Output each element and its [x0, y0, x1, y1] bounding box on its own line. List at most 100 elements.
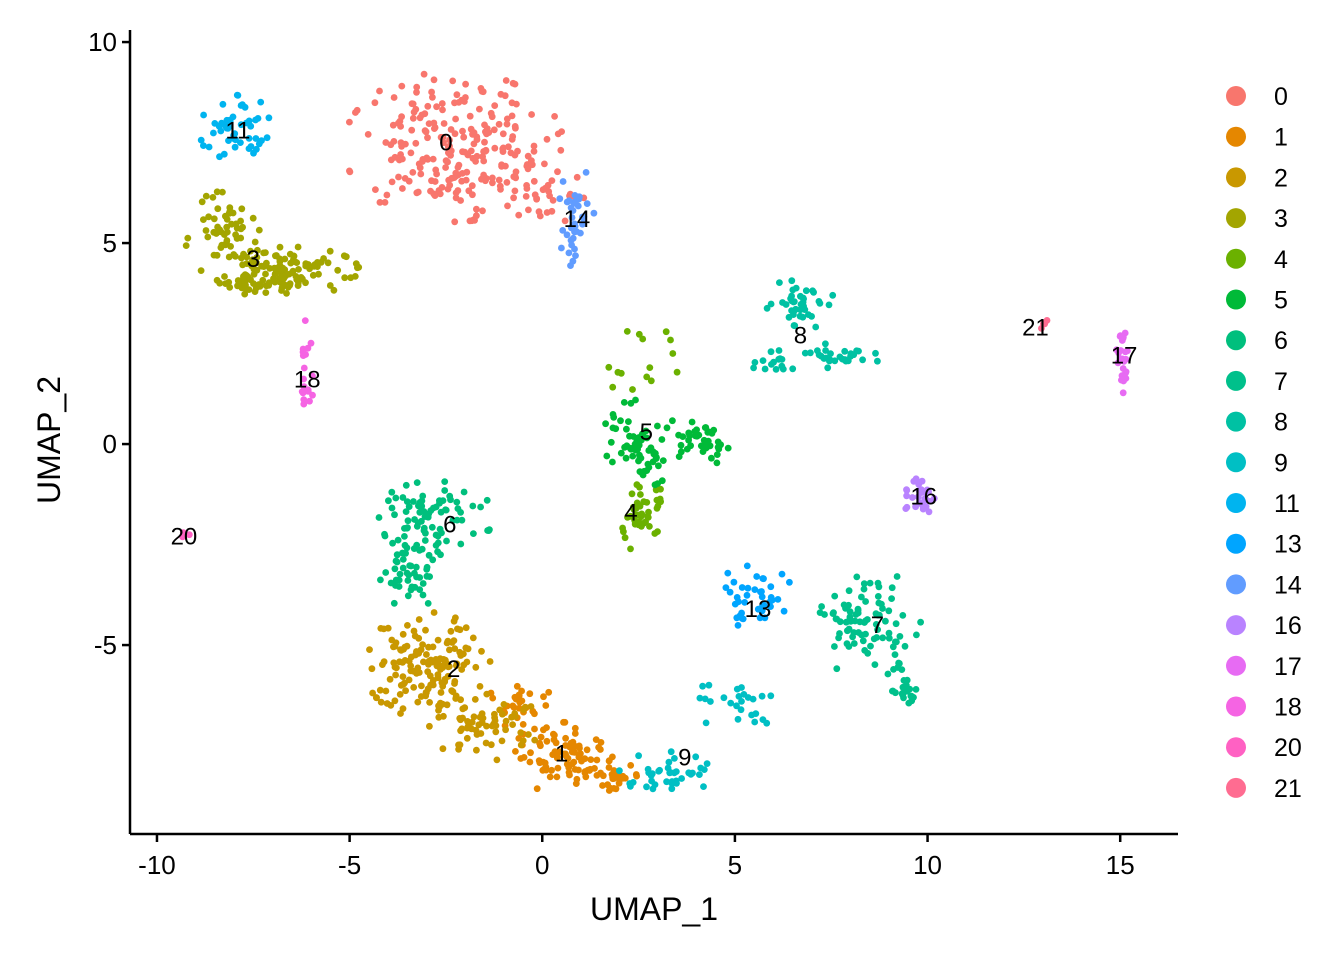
data-point — [241, 290, 249, 298]
data-point — [427, 507, 435, 514]
data-point — [517, 755, 525, 762]
data-point — [802, 287, 810, 295]
data-point — [853, 573, 861, 581]
data-point — [396, 691, 404, 698]
data-point — [767, 692, 775, 700]
y-axis-title: UMAP_2 — [31, 376, 67, 504]
data-point — [270, 275, 277, 282]
data-point — [240, 250, 247, 258]
data-point — [366, 646, 373, 653]
data-point — [453, 91, 461, 99]
data-point — [225, 209, 233, 217]
data-point — [750, 364, 757, 372]
data-point — [733, 685, 741, 693]
data-point — [377, 698, 385, 706]
data-point — [801, 306, 809, 313]
data-point — [580, 219, 587, 227]
data-point — [417, 693, 425, 700]
data-point — [846, 608, 854, 616]
data-point — [415, 669, 423, 676]
data-point — [521, 703, 529, 711]
data-point — [304, 344, 312, 352]
data-point — [503, 120, 511, 128]
data-point — [896, 633, 904, 640]
data-point — [512, 174, 520, 182]
data-point — [822, 340, 829, 348]
data-point — [812, 323, 820, 331]
data-point — [498, 737, 506, 745]
data-point — [182, 242, 190, 250]
data-point — [573, 775, 581, 783]
data-point — [646, 523, 653, 530]
data-point — [570, 222, 577, 230]
data-point — [232, 136, 239, 144]
data-point — [440, 120, 448, 127]
data-point — [429, 93, 436, 101]
data-point — [392, 576, 400, 584]
data-point — [419, 580, 427, 587]
data-point — [449, 517, 457, 524]
data-point — [425, 643, 432, 651]
data-point — [389, 121, 397, 129]
data-point — [495, 176, 503, 184]
data-point — [373, 694, 380, 702]
data-point — [497, 90, 505, 98]
data-point — [699, 682, 706, 690]
cluster-label-18: 18 — [294, 367, 321, 394]
data-point — [647, 772, 655, 779]
data-point — [434, 674, 442, 682]
data-point — [643, 783, 650, 791]
data-point — [209, 194, 217, 201]
data-point — [409, 100, 417, 108]
data-point — [505, 143, 512, 151]
data-point — [623, 328, 631, 335]
data-point — [265, 114, 273, 122]
data-point — [679, 433, 687, 440]
data-point — [388, 178, 396, 186]
data-point — [722, 584, 730, 591]
data-point — [393, 551, 401, 558]
data-point — [790, 322, 798, 329]
data-point — [470, 530, 477, 537]
data-point — [643, 434, 651, 442]
data-point — [424, 102, 432, 110]
data-point — [434, 658, 442, 666]
data-point — [714, 438, 722, 446]
data-point — [428, 88, 435, 96]
cluster-3-points — [182, 188, 363, 298]
data-point — [415, 634, 423, 642]
data-point — [258, 137, 265, 145]
data-point — [458, 725, 466, 733]
data-point — [394, 536, 402, 544]
data-point — [458, 96, 466, 104]
data-point — [854, 605, 862, 613]
data-point — [421, 127, 429, 135]
data-point — [499, 130, 507, 138]
data-point — [413, 189, 421, 197]
data-point — [688, 418, 696, 426]
data-point — [634, 445, 641, 453]
data-point — [414, 519, 422, 527]
data-point — [508, 112, 516, 120]
data-point — [751, 359, 759, 366]
data-point — [870, 635, 878, 643]
data-point — [548, 177, 556, 185]
data-point — [459, 170, 466, 177]
data-point — [216, 226, 224, 234]
data-point — [573, 173, 581, 181]
data-point — [751, 586, 759, 593]
data-point — [404, 517, 412, 525]
data-point — [421, 110, 429, 118]
data-point — [849, 633, 856, 641]
data-point — [735, 693, 743, 700]
data-point — [575, 193, 583, 201]
data-point — [900, 689, 907, 697]
data-point — [1119, 334, 1127, 342]
data-point — [266, 265, 274, 272]
data-point — [263, 134, 271, 142]
data-point — [468, 182, 476, 190]
data-point — [605, 764, 613, 771]
data-point — [299, 348, 307, 356]
